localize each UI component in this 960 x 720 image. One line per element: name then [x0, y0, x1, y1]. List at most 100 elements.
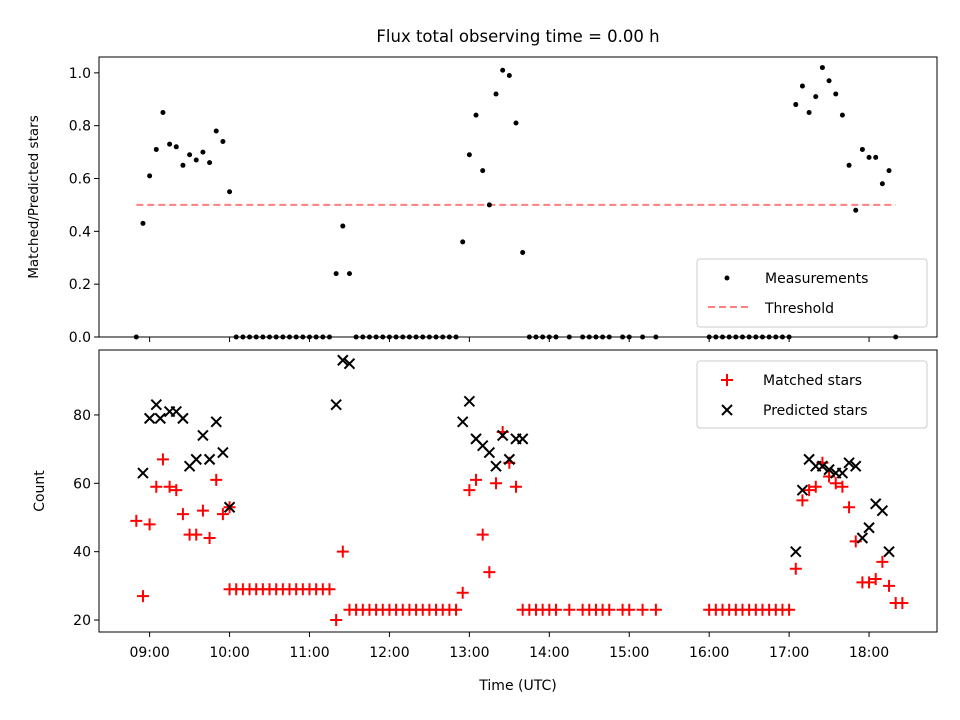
measurement-point [466, 152, 472, 158]
measurement-point [160, 109, 166, 115]
predicted-star-point [463, 395, 476, 407]
x-tick-label: 11:00 [289, 645, 329, 661]
measurement-point [819, 65, 825, 71]
measurement-point [833, 91, 839, 97]
predicted-star-point [197, 429, 209, 442]
predicted-star-point [483, 446, 496, 459]
predicted-star-point [177, 412, 189, 425]
matched-star-point [869, 573, 882, 586]
matched-star-point [210, 473, 223, 486]
measurement-point [200, 149, 206, 155]
measurement-point [167, 141, 173, 147]
measurement-point [839, 112, 845, 118]
bottom-y-axis-label: Count [32, 470, 48, 512]
matched-star-point [549, 603, 562, 616]
legend-matched-marker [721, 374, 733, 386]
measurement-point [333, 271, 339, 277]
x-tick-label: 18:00 [849, 645, 889, 661]
matched-star-point [896, 596, 909, 609]
matched-star-point [483, 566, 496, 579]
matched-star-point [450, 603, 463, 616]
measurement-point [866, 154, 872, 160]
matched-star-point [636, 603, 649, 616]
predicted-star-point [876, 504, 889, 517]
measurement-point [813, 94, 819, 100]
matched-star-point [510, 480, 523, 493]
measurement-point [486, 202, 492, 208]
measurement-point [493, 91, 499, 97]
predicted-star-point [457, 416, 469, 428]
predicted-star-point [154, 412, 166, 425]
top-legend: Measurements Threshold [696, 258, 928, 328]
measurement-point [853, 207, 859, 213]
top-legend-box [696, 258, 928, 328]
predicted-star-point [490, 460, 502, 472]
bottom-y-tick-label: 80 [73, 408, 91, 424]
measurement-point [460, 239, 466, 245]
measurement-point [173, 144, 179, 150]
predicted-star-point [496, 429, 509, 442]
matched-star-point [783, 603, 796, 616]
measurement-point [859, 146, 865, 152]
measurement-point [506, 72, 512, 78]
predicted-star-point [856, 532, 869, 544]
predicted-star-point [816, 460, 829, 472]
measurement-point [187, 152, 193, 158]
predicted-star-point [883, 545, 895, 558]
matched-star-point [336, 545, 349, 558]
predicted-star-point [137, 467, 149, 479]
top-y-tick-label: 1.0 [69, 66, 91, 82]
predicted-star-point [843, 457, 855, 469]
bottom-y-tick-label: 60 [73, 476, 91, 492]
matched-star-point [196, 504, 209, 517]
x-axis-label: Time (UTC) [478, 678, 556, 694]
measurement-point [826, 78, 832, 84]
predicted-star-point [190, 453, 202, 466]
measurement-point [220, 139, 226, 145]
predicted-star-point [790, 545, 802, 558]
matched-star-point [843, 501, 856, 514]
measurement-point [846, 162, 852, 168]
measurement-point [500, 67, 506, 73]
x-tick-label: 14:00 [529, 645, 569, 661]
legend-measurements-marker [724, 275, 730, 281]
matched-star-point [216, 508, 229, 521]
top-y-axis-label: Matched/Predicted stars [26, 115, 42, 278]
matched-star-point [470, 473, 483, 486]
measurement-point [793, 102, 799, 108]
x-tick-label: 12:00 [369, 645, 409, 661]
x-tick-label: 10:00 [209, 645, 249, 661]
matched-star-point [883, 579, 896, 592]
measurement-point [806, 109, 812, 115]
predicted-star-point [203, 453, 216, 466]
x-tick-label: 13:00 [449, 645, 489, 661]
measurement-point [346, 271, 352, 277]
predicted-star-point [796, 484, 809, 496]
matched-star-point [649, 603, 662, 616]
measurement-point [180, 162, 186, 168]
matched-star-point [203, 532, 216, 544]
top-y-tick-label: 0.6 [69, 172, 91, 188]
measurement-point [207, 160, 213, 166]
predicted-star-point [503, 453, 516, 466]
measurement-point [520, 249, 526, 255]
legend-threshold-label: Threshold [764, 301, 834, 317]
matched-star-point [863, 576, 876, 589]
predicted-star-point [210, 416, 222, 428]
matched-star-point [130, 514, 143, 527]
matched-star-point [190, 528, 203, 541]
matched-star-point [563, 603, 576, 616]
top-y-tick-label: 0.0 [69, 330, 91, 346]
top-y-tick-label: 0.4 [69, 224, 91, 240]
legend-predicted-marker [721, 404, 733, 416]
measurement-point [799, 83, 805, 89]
matched-star-point [829, 477, 842, 490]
bottom-y-tick-label: 40 [73, 545, 91, 561]
matched-star-point [143, 518, 156, 531]
measurement-point [227, 189, 233, 195]
matched-star-point [163, 480, 176, 493]
x-tick-label: 15:00 [609, 645, 649, 661]
matched-star-point [603, 603, 616, 616]
legend-measurements-label: Measurements [765, 271, 868, 287]
